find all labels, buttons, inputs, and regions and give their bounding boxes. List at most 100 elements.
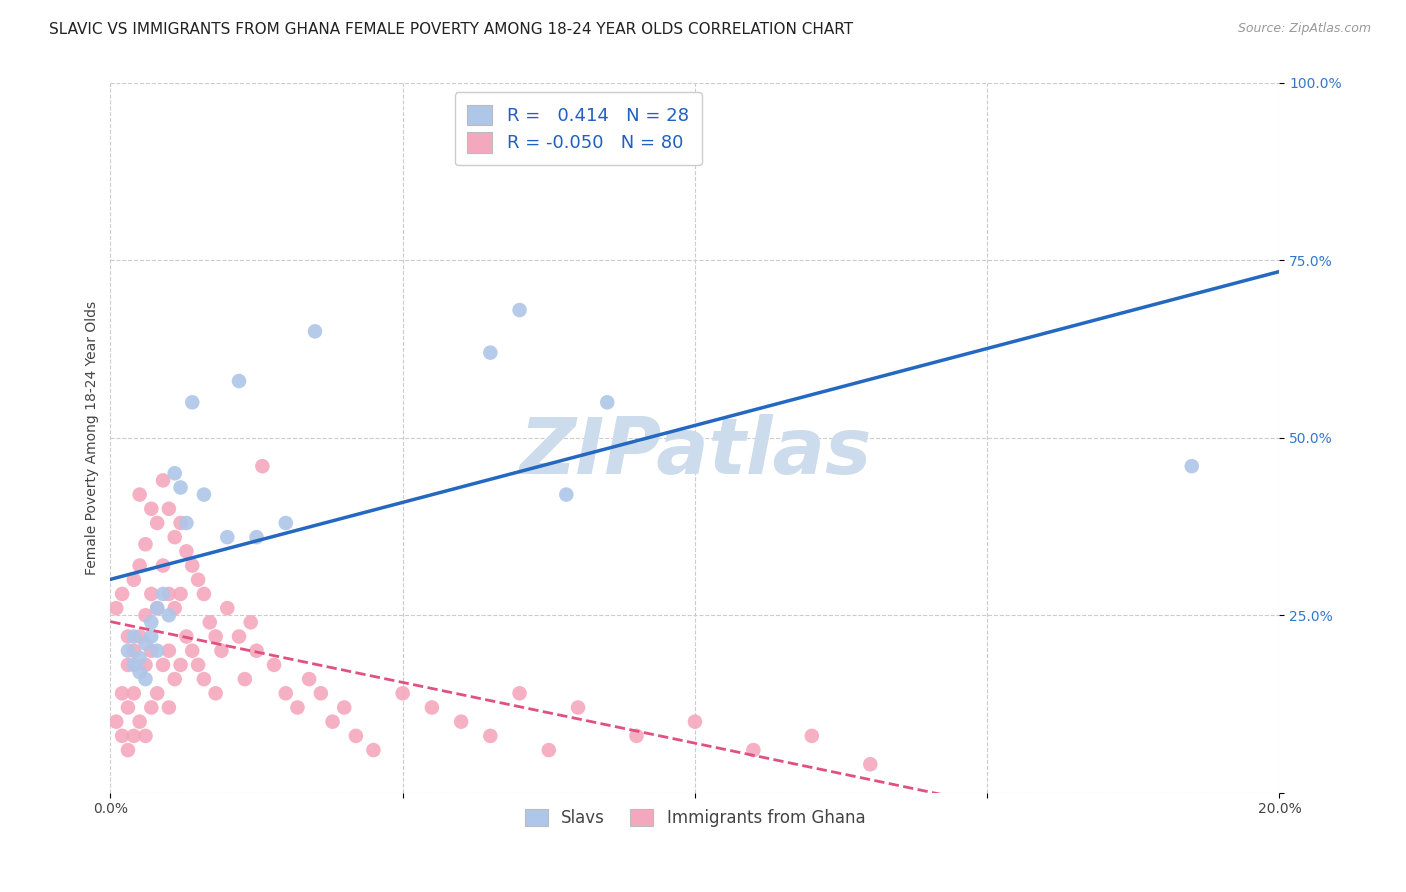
Point [128,558,150,573]
Point [146,686,169,700]
Point [152,474,174,488]
Point [128,487,150,501]
Point [176,516,198,530]
Point [128,714,150,729]
Point [479,729,502,743]
Point [1181,459,1204,474]
Point [187,573,209,587]
Point [141,587,163,601]
Point [152,558,174,573]
Point [859,757,882,772]
Point [333,700,356,714]
Point [157,501,180,516]
Point [193,487,215,501]
Point [217,601,239,615]
Point [187,657,209,672]
Point [169,587,191,601]
Text: Source: ZipAtlas.com: Source: ZipAtlas.com [1237,22,1371,36]
Point [122,686,145,700]
Point [111,686,134,700]
Point [479,345,502,359]
Point [134,672,156,686]
Point [169,480,191,494]
Point [134,657,156,672]
Point [122,573,145,587]
Point [157,643,180,657]
Point [363,743,385,757]
Point [198,615,221,630]
Point [304,324,326,338]
Point [122,729,145,743]
Point [141,615,163,630]
Point [176,630,198,644]
Point [169,516,191,530]
Point [163,601,186,615]
Point [683,714,706,729]
Point [141,700,163,714]
Point [263,657,285,672]
Point [163,467,186,481]
Point [141,643,163,657]
Point [181,395,204,409]
Point [105,714,128,729]
Point [193,672,215,686]
Point [239,615,262,630]
Point [134,637,156,651]
Point [555,487,578,501]
Point [228,630,250,644]
Point [117,700,139,714]
Point [287,700,309,714]
Point [233,672,256,686]
Point [245,530,267,544]
Point [228,374,250,388]
Point [157,608,180,623]
Point [134,608,156,623]
Text: ZIPatlas: ZIPatlas [519,414,872,490]
Point [141,630,163,644]
Point [157,587,180,601]
Point [111,587,134,601]
Point [169,657,191,672]
Point [152,657,174,672]
Point [152,587,174,601]
Point [211,643,233,657]
Point [204,630,226,644]
Point [134,537,156,551]
Point [742,743,765,757]
Point [217,530,239,544]
Point [274,516,297,530]
Y-axis label: Female Poverty Among 18-24 Year Olds: Female Poverty Among 18-24 Year Olds [86,301,100,574]
Point [117,643,139,657]
Point [122,657,145,672]
Point [181,643,204,657]
Text: SLAVIC VS IMMIGRANTS FROM GHANA FEMALE POVERTY AMONG 18-24 YEAR OLDS CORRELATION: SLAVIC VS IMMIGRANTS FROM GHANA FEMALE P… [49,22,853,37]
Point [596,395,619,409]
Point [450,714,472,729]
Point [117,657,139,672]
Point [122,630,145,644]
Point [322,714,344,729]
Point [626,729,648,743]
Point [117,630,139,644]
Point [509,303,531,318]
Point [146,601,169,615]
Point [134,729,156,743]
Point [391,686,413,700]
Point [800,729,823,743]
Point [128,630,150,644]
Point [157,700,180,714]
Point [344,729,367,743]
Point [193,587,215,601]
Point [146,643,169,657]
Point [181,558,204,573]
Point [252,459,274,474]
Point [245,643,267,657]
Point [111,729,134,743]
Point [117,743,139,757]
Point [163,672,186,686]
Point [163,530,186,544]
Point [298,672,321,686]
Point [567,700,589,714]
Point [146,516,169,530]
Point [128,665,150,679]
